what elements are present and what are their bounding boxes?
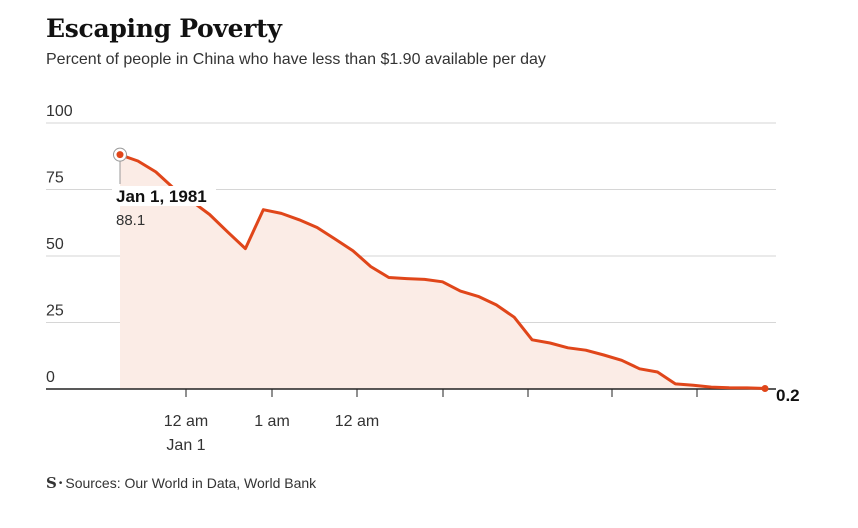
- series-line: [118, 153, 767, 390]
- y-tick-label: 75: [46, 170, 64, 187]
- y-tick-label: 100: [46, 103, 73, 120]
- separator-dot-icon: •: [58, 477, 63, 489]
- source-note: S • Sources: Our World in Data, World Ba…: [46, 474, 316, 492]
- x-tick-label: 1 am: [254, 413, 290, 430]
- x-tick-label-secondary: Jan 1: [166, 437, 205, 454]
- publication-logo: S: [46, 474, 57, 492]
- chart-title: Escaping Poverty: [46, 14, 282, 43]
- start-annotation-value: 88.1: [116, 212, 145, 229]
- x-tick-label: 12 am: [164, 413, 208, 430]
- end-annotation-value: 0.2: [776, 386, 800, 405]
- annotation-label-backing: [112, 186, 216, 206]
- chart-subtitle: Percent of people in China who have less…: [46, 51, 546, 68]
- sources-text: Sources: Our World in Data, World Bank: [65, 475, 317, 491]
- start-point-marker: [116, 151, 124, 159]
- y-tick-label: 50: [46, 236, 64, 253]
- x-tick-label: 12 am: [335, 413, 379, 430]
- y-tick-label: 0: [46, 369, 55, 386]
- start-annotation-label: Jan 1, 1981: [116, 187, 207, 206]
- area-fill: [120, 154, 765, 389]
- y-tick-label: 25: [46, 303, 64, 320]
- end-point-marker: [761, 384, 769, 392]
